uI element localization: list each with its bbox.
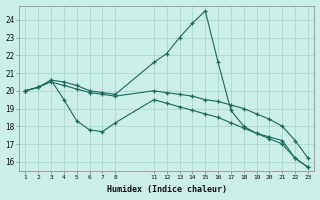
X-axis label: Humidex (Indice chaleur): Humidex (Indice chaleur)	[107, 185, 227, 194]
